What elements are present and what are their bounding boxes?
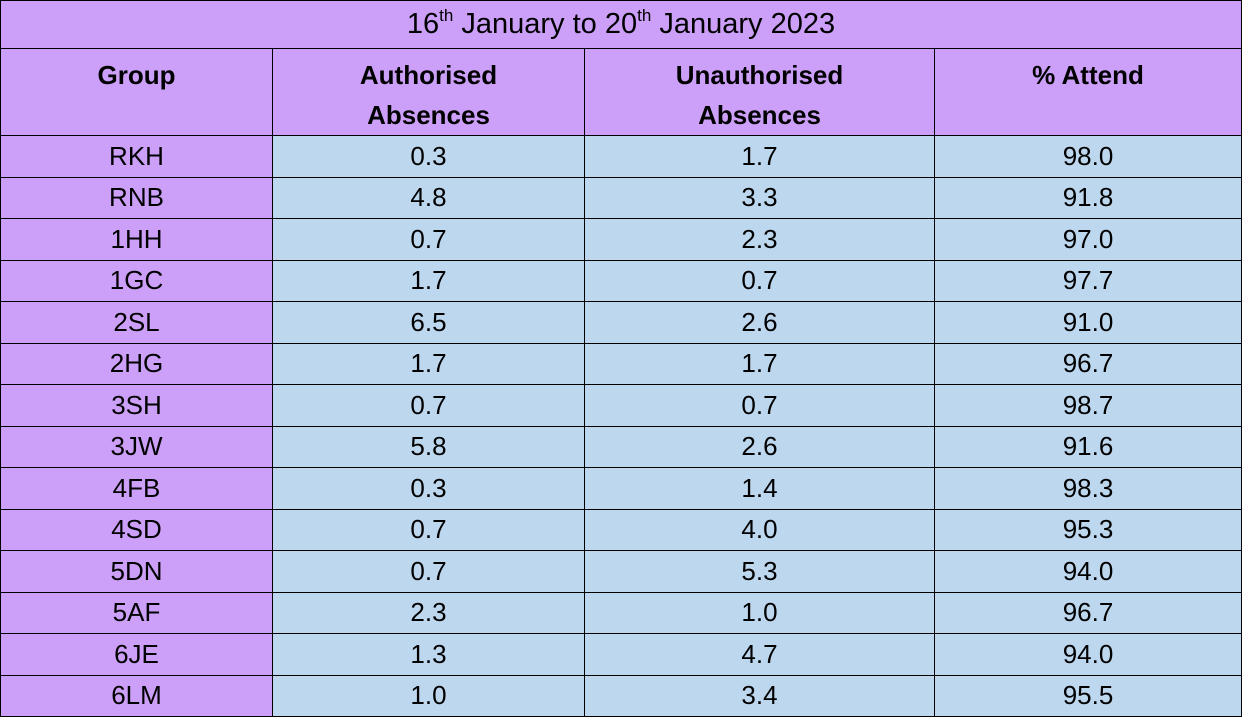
value-cell: 3.3: [584, 176, 935, 219]
group-cell: 6LM: [0, 674, 273, 717]
title-text: January to 20: [453, 8, 638, 40]
value-cell: 0.7: [584, 259, 935, 302]
table-row: 6LM 1.0 3.4 95.5: [0, 674, 1242, 717]
value-cell: 3.4: [584, 674, 935, 717]
table-row: RKH 0.3 1.7 98.0: [0, 135, 1242, 178]
value-cell: 0.7: [272, 218, 585, 261]
group-cell: 1HH: [0, 218, 273, 261]
value-cell: 4.0: [584, 508, 935, 551]
header-row: Group Authorised Absences Unauthorised Abs…: [0, 48, 1242, 136]
value-cell: 98.0: [934, 135, 1242, 178]
group-cell: 4SD: [0, 508, 273, 551]
value-cell: 2.6: [584, 301, 935, 344]
table-row: 5DN 0.7 5.3 94.0: [0, 550, 1242, 593]
group-cell: 5AF: [0, 591, 273, 634]
group-cell: 1GC: [0, 259, 273, 302]
value-cell: 96.7: [934, 591, 1242, 634]
column-header-text: % Attend: [1032, 60, 1144, 90]
group-cell: RKH: [0, 135, 273, 178]
value-cell: 0.7: [584, 384, 935, 427]
value-cell: 1.7: [272, 259, 585, 302]
value-cell: 5.3: [584, 550, 935, 593]
table-row: 5AF 2.3 1.0 96.7: [0, 591, 1242, 634]
column-header-text: Unauthorised Absences: [675, 60, 844, 130]
table-row: 6JE 1.3 4.7 94.0: [0, 633, 1242, 676]
table-row: 3JW 5.8 2.6 91.6: [0, 425, 1242, 468]
group-cell: 3JW: [0, 425, 273, 468]
title-superscript: th: [637, 6, 652, 25]
table-row: 2HG 1.7 1.7 96.7: [0, 342, 1242, 385]
group-cell: 3SH: [0, 384, 273, 427]
title-text: 16: [406, 8, 440, 40]
column-header-text: Authorised Absences: [359, 60, 498, 130]
column-header: Authorised Absences: [272, 48, 585, 136]
value-cell: 1.3: [272, 633, 585, 676]
value-cell: 94.0: [934, 633, 1242, 676]
value-cell: 6.5: [272, 301, 585, 344]
table-row: 2SL 6.5 2.6 91.0: [0, 301, 1242, 344]
table-body: RKH 0.3 1.7 98.0 RNB 4.8 3.3 91.8 1HH 0.7 2.3 97.0 1…: [0, 135, 1242, 717]
value-cell: 96.7: [934, 342, 1242, 385]
value-cell: 98.3: [934, 467, 1242, 510]
value-cell: 1.7: [584, 342, 935, 385]
value-cell: 97.7: [934, 259, 1242, 302]
value-cell: 4.7: [584, 633, 935, 676]
value-cell: 97.0: [934, 218, 1242, 261]
value-cell: 0.3: [272, 135, 585, 178]
value-cell: 91.8: [934, 176, 1242, 219]
value-cell: 0.7: [272, 508, 585, 551]
table-row: 1GC 1.7 0.7 97.7: [0, 259, 1242, 302]
value-cell: 4.8: [272, 176, 585, 219]
group-cell: 5DN: [0, 550, 273, 593]
group-cell: 2HG: [0, 342, 273, 385]
value-cell: 1.4: [584, 467, 935, 510]
column-header: Unauthorised Absences: [584, 48, 935, 136]
group-cell: RNB: [0, 176, 273, 219]
table-row: 3SH 0.7 0.7 98.7: [0, 384, 1242, 427]
table-title: 16th January to 20th January 2023: [0, 0, 1242, 49]
value-cell: 95.5: [934, 674, 1242, 717]
value-cell: 91.0: [934, 301, 1242, 344]
title-superscript: th: [439, 6, 454, 25]
value-cell: 95.3: [934, 508, 1242, 551]
value-cell: 1.0: [272, 674, 585, 717]
value-cell: 5.8: [272, 425, 585, 468]
table-row: 4SD 0.7 4.0 95.3: [0, 508, 1242, 551]
value-cell: 0.3: [272, 467, 585, 510]
value-cell: 98.7: [934, 384, 1242, 427]
value-cell: 1.0: [584, 591, 935, 634]
value-cell: 0.7: [272, 550, 585, 593]
group-cell: 6JE: [0, 633, 273, 676]
title-text: January 2023: [651, 8, 836, 40]
group-cell: 4FB: [0, 467, 273, 510]
value-cell: 94.0: [934, 550, 1242, 593]
table-row: 1HH 0.7 2.3 97.0: [0, 218, 1242, 261]
column-header: Group: [0, 48, 273, 136]
value-cell: 2.6: [584, 425, 935, 468]
value-cell: 1.7: [584, 135, 935, 178]
value-cell: 2.3: [272, 591, 585, 634]
value-cell: 91.6: [934, 425, 1242, 468]
column-header: % Attend: [934, 48, 1242, 136]
column-header-text: Group: [97, 60, 176, 90]
value-cell: 2.3: [584, 218, 935, 261]
value-cell: 1.7: [272, 342, 585, 385]
value-cell: 0.7: [272, 384, 585, 427]
table-row: 4FB 0.3 1.4 98.3: [0, 467, 1242, 510]
table-row: RNB 4.8 3.3 91.8: [0, 176, 1242, 219]
group-cell: 2SL: [0, 301, 273, 344]
